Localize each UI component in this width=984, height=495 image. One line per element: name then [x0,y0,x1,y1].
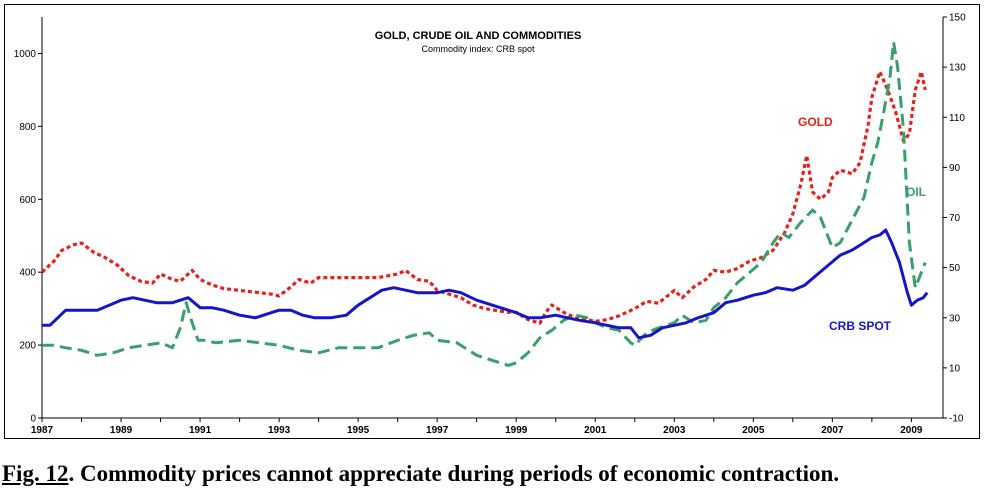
left-y-tick-label: 600 [19,195,36,206]
chart-title: GOLD, CRUDE OIL AND COMMODITIES [375,30,582,42]
crb-spot-label: CRB SPOT [829,319,892,333]
x-tick-label: 2003 [663,425,686,436]
left-y-tick-label: 0 [30,414,36,425]
crb-spot-series-line [42,228,929,340]
x-tick-label: 2009 [900,425,923,436]
right-y-tick-label: 90 [949,163,961,174]
right-y-tick-label: 10 [949,363,961,374]
chart-frame: GOLD, CRUDE OIL AND COMMODITIES Commodit… [4,4,980,439]
left-y-tick-label: 1000 [14,49,37,60]
x-tick-label: 1997 [426,425,449,436]
x-tick-label: 1991 [189,425,212,436]
x-tick-label: 1989 [110,425,133,436]
x-tick-label: 2001 [584,425,607,436]
x-tick-label: 2005 [742,425,765,436]
left-y-tick-label: 800 [19,122,36,133]
right-y-tick-label: 30 [949,313,961,324]
chart-svg: GOLD, CRUDE OIL AND COMMODITIES Commodit… [14,13,966,437]
right-y-tick-label: -10 [949,414,964,425]
figure-label: Fig. 12 [2,461,69,486]
oil-series-line [42,40,927,367]
right-y-tick-label: 150 [949,13,966,24]
gold-series-line [40,70,927,325]
left-y-tick-label: 200 [19,341,36,352]
x-tick-label: 1995 [347,425,370,436]
chart-subtitle: Commodity index: CRB spot [421,44,535,54]
x-tick-label: 1987 [31,425,54,436]
figure-caption-text: . Commodity prices cannot appreciate dur… [68,461,840,486]
right-y-tick-label: 50 [949,263,961,274]
x-tick-label: 1999 [505,425,528,436]
right-y-tick-label: 70 [949,213,961,224]
figure-caption: Fig. 12. Commodity prices cannot appreci… [2,461,982,487]
left-y-tick-label: 400 [19,268,36,279]
right-y-tick-label: 130 [949,63,966,74]
gold-label: GOLD [798,115,833,129]
right-y-tick-label: 110 [949,113,965,124]
x-tick-label: 2007 [821,425,844,436]
x-tick-label: 1993 [268,425,291,436]
oil-label: OIL [906,185,926,199]
